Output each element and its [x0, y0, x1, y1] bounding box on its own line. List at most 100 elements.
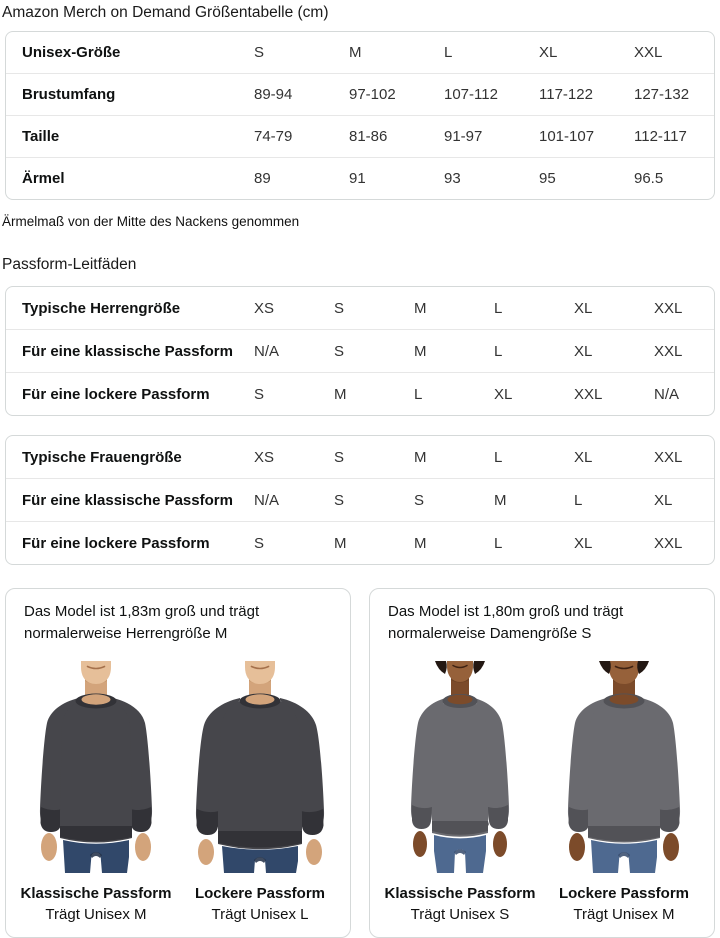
- fit-cell: M: [414, 534, 427, 552]
- model-figure-classic: Klassische Passform Trägt Unisex M: [16, 661, 176, 923]
- wears-caption: Trägt Unisex L: [211, 906, 309, 923]
- size-cell: 97-102: [349, 86, 396, 103]
- fit-cell: S: [334, 448, 345, 466]
- table-row: Typische Herrengröße XS S M L XL XXL: [6, 287, 714, 329]
- fit-cell: L: [494, 534, 503, 552]
- model-photo-female-loose: [544, 661, 704, 873]
- table-row: Für eine lockere Passform S M L XL XXL N…: [6, 372, 714, 415]
- fit-cell: M: [414, 342, 427, 360]
- model-description: Das Model ist 1,80m groß und trägt norma…: [388, 603, 624, 642]
- size-cell: 89: [254, 170, 271, 187]
- wears-caption: Trägt Unisex M: [573, 906, 675, 923]
- size-cell: 112-117: [634, 128, 687, 145]
- table-row: Taille 74-79 81-86 91-97 101-107 112-117: [6, 115, 714, 157]
- model-card-men: Das Model ist 1,83m groß und trägt norma…: [5, 588, 351, 938]
- row-label: Für eine lockere Passform: [22, 534, 210, 552]
- size-cell: 101-107: [539, 128, 595, 145]
- table-row: Für eine klassische Passform N/A S S M L…: [6, 478, 714, 521]
- fit-table-women: Typische Frauengröße XS S M L XL XXL Für…: [5, 435, 715, 565]
- size-cell: S: [254, 44, 265, 61]
- fit-cell: S: [334, 299, 345, 317]
- fit-cell: N/A: [254, 342, 280, 360]
- fit-caption: Lockere Passform: [558, 885, 690, 902]
- model-photo-male-loose: [180, 661, 340, 873]
- model-cards: Das Model ist 1,83m groß und trägt norma…: [5, 588, 715, 938]
- table-row: Typische Frauengröße XS S M L XL XXL: [6, 436, 714, 478]
- size-cell: 91-97: [444, 128, 483, 145]
- fit-cell: XS: [254, 448, 275, 466]
- fit-cell: XXL: [654, 342, 683, 360]
- fit-caption: Klassische Passform: [20, 885, 172, 902]
- fit-cell: M: [414, 299, 427, 317]
- fit-cell: L: [494, 299, 503, 317]
- fit-cell: N/A: [254, 491, 280, 509]
- photo-row: Klassische Passform Trägt Unisex M Locke…: [16, 661, 340, 923]
- size-cell: L: [444, 44, 453, 61]
- model-figure-loose: Lockere Passform Trägt Unisex L: [180, 661, 340, 923]
- table-row: Unisex-Größe S M L XL XXL: [6, 32, 714, 73]
- fit-cell: N/A: [654, 385, 680, 403]
- size-cell: XL: [539, 44, 558, 61]
- row-label: Taille: [22, 128, 60, 145]
- fit-cell: XL: [574, 342, 593, 360]
- wears-caption: Trägt Unisex M: [45, 906, 147, 923]
- fit-cell: XL: [574, 534, 593, 552]
- row-label: Für eine lockere Passform: [22, 385, 210, 403]
- fit-cell: S: [414, 491, 425, 509]
- model-figure-classic: Klassische Passform Trägt Unisex S: [380, 661, 540, 923]
- size-table: Unisex-Größe S M L XL XXL Brustumfang 89…: [5, 31, 715, 200]
- size-cell: 95: [539, 170, 556, 187]
- table-row: Brustumfang 89-94 97-102 107-112 117-122…: [6, 73, 714, 115]
- size-cell: M: [349, 44, 362, 61]
- row-label: Unisex-Größe: [22, 44, 121, 61]
- fit-cell: XL: [574, 299, 593, 317]
- fit-cell: S: [254, 534, 265, 552]
- model-card-women: Das Model ist 1,80m groß und trägt norma…: [369, 588, 715, 938]
- fit-cell: XXL: [654, 299, 683, 317]
- table-row: Für eine klassische Passform N/A S M L X…: [6, 329, 714, 372]
- fit-cell: XS: [254, 299, 275, 317]
- fit-cell: M: [414, 448, 427, 466]
- fit-cell: L: [414, 385, 423, 403]
- fit-cell: L: [574, 491, 583, 509]
- model-description: Das Model ist 1,83m groß und trägt norma…: [24, 603, 260, 642]
- size-cell: 89-94: [254, 86, 293, 103]
- row-label: Für eine klassische Passform: [22, 342, 233, 360]
- page-title: Amazon Merch on Demand Größentabelle (cm…: [2, 4, 329, 21]
- fit-cell: M: [334, 385, 347, 403]
- size-cell: 91: [349, 170, 366, 187]
- fit-cell: M: [334, 534, 347, 552]
- fit-cell: XL: [494, 385, 513, 403]
- fit-cell: XXL: [654, 534, 683, 552]
- sleeve-measure-note: Ärmelmaß von der Mitte des Nackens genom…: [2, 214, 300, 229]
- model-figure-loose: Lockere Passform Trägt Unisex M: [544, 661, 704, 923]
- photo-row: Klassische Passform Trägt Unisex S Locke…: [380, 661, 704, 923]
- size-cell: 117-122: [539, 86, 593, 103]
- fit-caption: Klassische Passform: [384, 885, 536, 902]
- fit-cell: S: [254, 385, 265, 403]
- wears-caption: Trägt Unisex S: [410, 906, 510, 923]
- fit-cell: S: [334, 491, 345, 509]
- size-cell: 96.5: [634, 170, 664, 187]
- fit-table-men: Typische Herrengröße XS S M L XL XXL Für…: [5, 286, 715, 416]
- fit-cell: L: [494, 448, 503, 466]
- size-cell: 74-79: [254, 128, 293, 145]
- row-label: Für eine klassische Passform: [22, 491, 233, 509]
- size-cell: 107-112: [444, 86, 498, 103]
- row-label: Brustumfang: [22, 86, 116, 103]
- row-label: Typische Herrengröße: [22, 299, 181, 317]
- fit-cell: XXL: [574, 385, 603, 403]
- row-label: Ärmel: [22, 170, 65, 187]
- model-photo-male-classic: [16, 661, 176, 873]
- fit-cell: S: [334, 342, 345, 360]
- fit-cell: M: [494, 491, 507, 509]
- fit-guides-heading: Passform-Leitfäden: [2, 256, 137, 273]
- table-row: Ärmel 89 91 93 95 96.5: [6, 157, 714, 199]
- model-photo-female-classic: [380, 661, 540, 873]
- size-cell: 93: [444, 170, 461, 187]
- fit-caption: Lockere Passform: [194, 885, 326, 902]
- fit-cell: XL: [654, 491, 673, 509]
- size-cell: 127-132: [634, 86, 690, 103]
- size-cell: 81-86: [349, 128, 388, 145]
